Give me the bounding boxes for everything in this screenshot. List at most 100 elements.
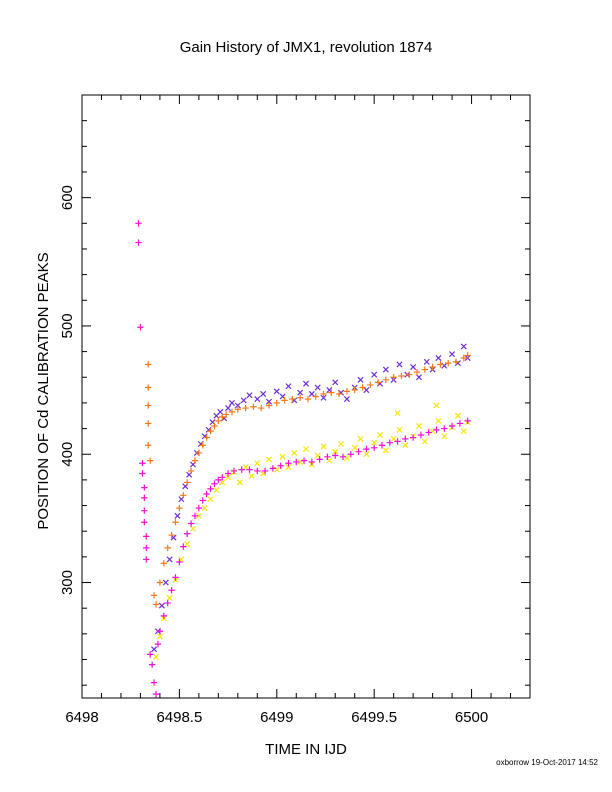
data-point	[242, 464, 249, 471]
series-0	[151, 343, 471, 653]
y-tick-label: 500	[59, 313, 76, 338]
data-point	[269, 465, 277, 472]
data-point	[145, 442, 152, 449]
data-point	[166, 594, 173, 601]
data-point	[433, 426, 440, 434]
data-point	[217, 408, 224, 415]
data-point	[254, 460, 261, 467]
data-point	[351, 386, 358, 394]
data-point	[343, 396, 350, 403]
y-tick-label: 400	[59, 442, 76, 467]
data-point	[394, 410, 401, 417]
data-point	[291, 449, 298, 456]
data-point	[441, 425, 448, 432]
data-point	[254, 396, 261, 403]
x-tick-label: 6498.5	[156, 709, 202, 726]
data-point	[207, 496, 214, 503]
data-point	[359, 384, 366, 391]
data-point	[429, 363, 436, 371]
data-point	[234, 406, 242, 413]
data-point	[137, 324, 144, 331]
data-point	[148, 661, 156, 668]
data-point	[248, 473, 255, 480]
data-point	[203, 434, 210, 441]
data-point	[367, 381, 374, 389]
data-point	[207, 427, 214, 435]
data-point	[390, 435, 397, 442]
data-point	[417, 431, 425, 439]
data-point	[215, 476, 222, 484]
data-point	[156, 633, 163, 640]
data-point	[402, 435, 409, 443]
data-point	[332, 452, 339, 459]
data-point	[312, 393, 319, 400]
data-point	[139, 470, 146, 477]
data-point	[150, 592, 158, 599]
data-point	[146, 651, 154, 658]
plot-border	[81, 94, 531, 699]
data-point	[363, 445, 370, 453]
data-point	[351, 444, 358, 451]
data-point	[382, 447, 389, 454]
data-point	[143, 556, 150, 563]
data-point	[415, 374, 422, 381]
data-point	[183, 479, 191, 486]
data-point	[213, 487, 220, 494]
data-point	[338, 440, 345, 447]
y-axis: 300 400 500 600	[59, 94, 530, 686]
data-point	[406, 371, 413, 378]
data-point	[277, 462, 284, 469]
data-point	[199, 442, 206, 449]
x-axis: 6498 6498.5 6499 6499.5 6500	[65, 95, 531, 726]
data-point	[141, 519, 148, 526]
data-point	[145, 402, 152, 409]
data-point	[261, 467, 269, 475]
data-point	[150, 679, 158, 686]
data-point	[409, 434, 417, 441]
data-point	[413, 368, 421, 376]
data-point	[448, 422, 456, 430]
data-point	[343, 388, 351, 395]
data-point	[279, 453, 286, 460]
data-point	[460, 428, 467, 435]
data-point	[222, 411, 230, 418]
data-point	[228, 408, 236, 416]
data-point	[164, 599, 171, 607]
data-point	[394, 438, 401, 445]
data-point	[452, 358, 460, 366]
plot-frame	[81, 94, 531, 699]
data-point	[332, 379, 339, 386]
data-point	[357, 435, 364, 442]
data-point	[320, 394, 327, 401]
data-point	[339, 453, 347, 460]
data-point	[332, 448, 339, 455]
data-point	[207, 485, 214, 493]
data-point	[285, 460, 292, 467]
data-point	[141, 494, 148, 502]
data-point	[308, 458, 316, 466]
data-point	[363, 387, 370, 394]
data-point	[300, 457, 308, 464]
data-point	[398, 372, 405, 380]
data-point	[195, 504, 203, 512]
data-point	[176, 558, 183, 566]
data-point	[160, 560, 168, 567]
data-point	[180, 492, 187, 499]
data-point	[302, 380, 310, 387]
data-point	[187, 467, 195, 475]
data-point	[370, 444, 378, 452]
data-point	[250, 403, 257, 410]
data-point	[314, 384, 321, 391]
data-point	[265, 456, 273, 463]
data-point	[152, 653, 160, 660]
data-point	[464, 352, 471, 359]
x-tick-label: 6500	[455, 709, 488, 726]
x-tick-label: 6499.5	[351, 709, 397, 726]
data-point	[320, 443, 327, 450]
data-point	[281, 397, 288, 404]
data-point	[297, 389, 304, 396]
data-point	[258, 404, 265, 412]
data-point	[293, 458, 300, 466]
data-point	[172, 574, 179, 581]
data-point	[378, 442, 386, 449]
